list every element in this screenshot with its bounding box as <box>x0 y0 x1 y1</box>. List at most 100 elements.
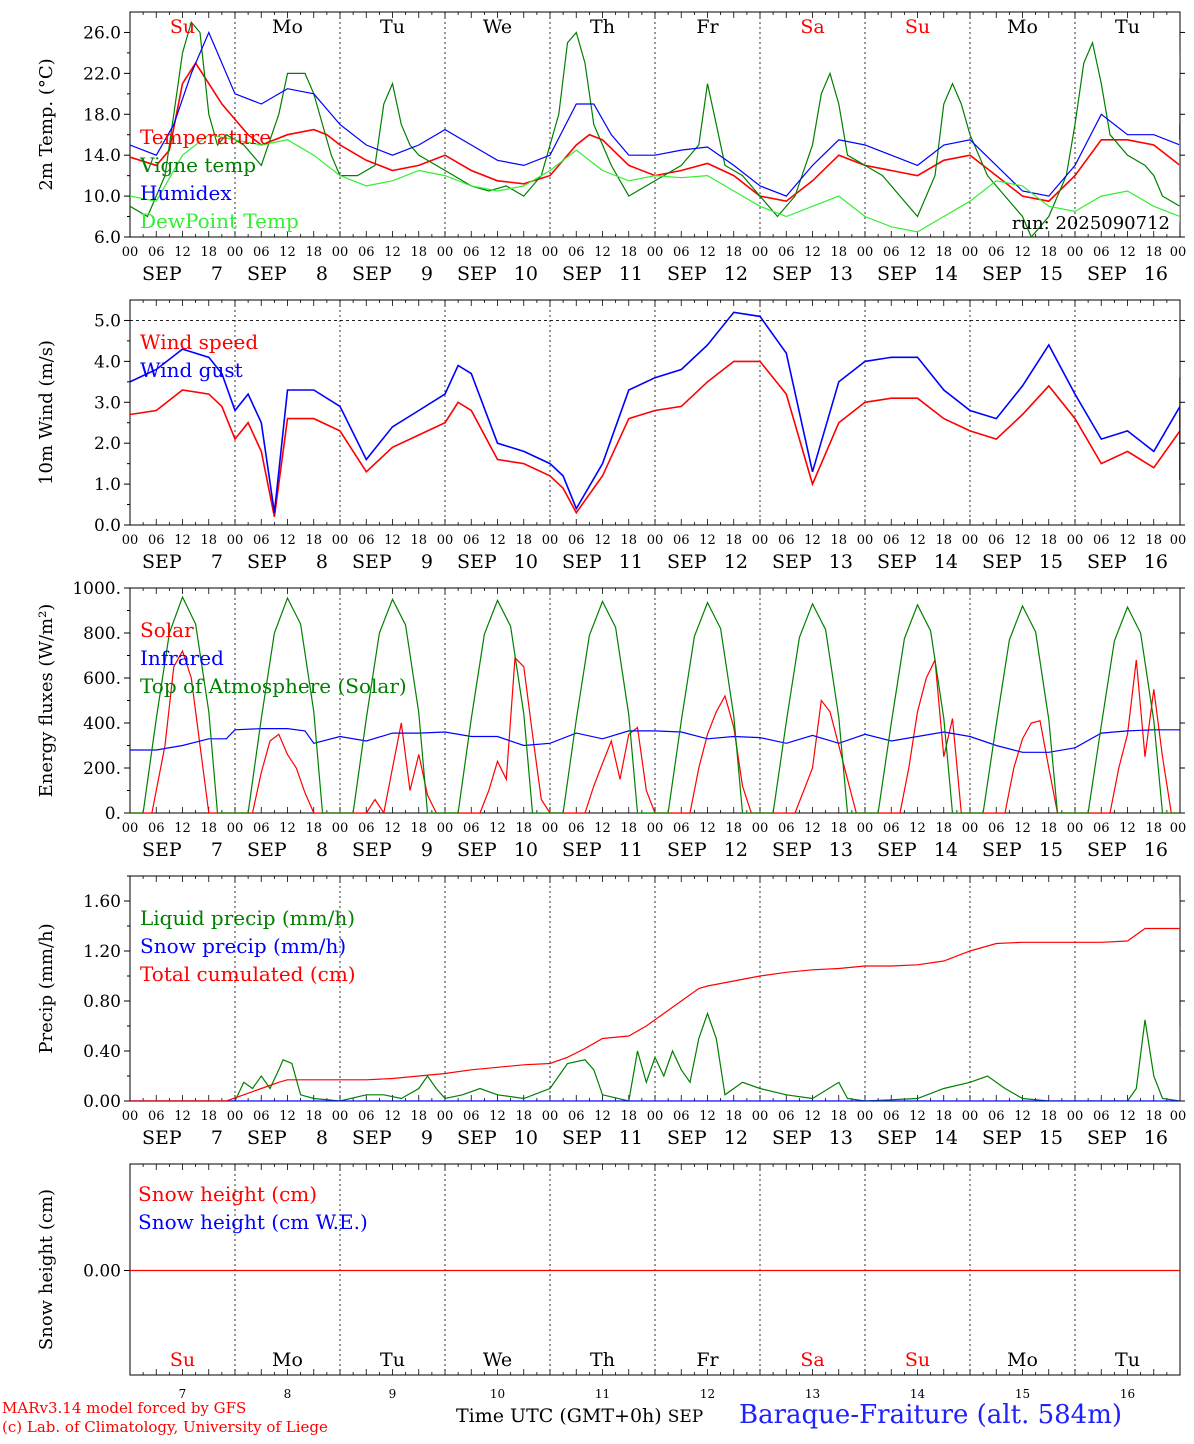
hour-tick-label: 00 <box>227 1109 244 1124</box>
hour-tick-label: 18 <box>725 245 742 260</box>
weekday-label: Sa <box>800 16 824 38</box>
series-line-wind-gust <box>130 311 1180 513</box>
panel-temp: 6.0 10.0 14.0 18.0 22.0 26.0 2m Temp. (°C) Temp… <box>36 11 1186 285</box>
date-day-label: 7 <box>179 1387 187 1401</box>
hour-tick-label: 00 <box>542 245 559 260</box>
date-month-label: SEP <box>772 263 812 285</box>
date-month-label: SEP <box>1087 551 1127 573</box>
hour-tick-label: 00 <box>647 1109 664 1124</box>
hour-tick-label: 12 <box>699 533 716 548</box>
y-tick-label: 0.00 <box>83 1262 121 1282</box>
date-day-label: 8 <box>316 551 328 573</box>
hour-tick-label: 18 <box>305 821 322 836</box>
weekday-label: Mo <box>272 16 303 38</box>
date-month-label: SEP <box>982 551 1022 573</box>
date-day-label: 14 <box>934 839 958 861</box>
hour-tick-label: 12 <box>279 245 296 260</box>
y-axis-label: Energy fluxes (W/m²) <box>36 604 57 798</box>
hour-tick-label: 06 <box>673 1109 690 1124</box>
date-day-label: 9 <box>389 1387 397 1401</box>
y-tick-label: 1000. <box>72 579 121 599</box>
date-day-label: 12 <box>724 263 748 285</box>
date-month-label: SEP <box>247 551 287 573</box>
date-day-label: 9 <box>421 839 433 861</box>
y-tick-label: 1.0 <box>94 475 121 495</box>
date-day-label: 10 <box>514 1127 538 1149</box>
date-day-label: 10 <box>490 1387 505 1401</box>
date-day-label: 8 <box>316 839 328 861</box>
legend-entry: Infrared <box>140 646 224 670</box>
hour-tick-label: 12 <box>279 821 296 836</box>
series-line-liquid-precip-mm-h- <box>130 1011 1180 1101</box>
hour-tick-label: 00 <box>752 245 769 260</box>
weekday-label: Su <box>905 16 930 38</box>
hour-tick-label: 00 <box>437 533 454 548</box>
hour-tick-label: 06 <box>778 533 795 548</box>
hour-tick-label: 18 <box>1040 1109 1057 1124</box>
hour-tick-label: 18 <box>305 533 322 548</box>
date-month-label: SEP <box>352 1127 392 1149</box>
hour-tick-label: 06 <box>988 533 1005 548</box>
y-tick-label: 0.0 <box>94 516 121 536</box>
hour-tick-label: 12 <box>384 533 401 548</box>
hour-tick-label: 06 <box>778 1109 795 1124</box>
hour-tick-label: 00 <box>122 533 139 548</box>
weekday-label: We <box>483 16 512 38</box>
hour-tick-label: 12 <box>804 821 821 836</box>
hour-tick-label: 18 <box>830 821 847 836</box>
month-label: SEP <box>667 1407 704 1427</box>
hour-tick-label: 12 <box>489 1109 506 1124</box>
date-month-label: SEP <box>457 263 497 285</box>
date-month-label: SEP <box>667 263 707 285</box>
date-day-label: 9 <box>421 551 433 573</box>
hour-tick-label: 18 <box>515 533 532 548</box>
legend-entry: Temperature <box>140 125 271 149</box>
hour-tick-label: 06 <box>148 821 165 836</box>
hour-tick-label: 06 <box>358 821 375 836</box>
hour-tick-label: 06 <box>148 1109 165 1124</box>
series-line-humidex <box>130 30 1180 197</box>
date-day-label: 13 <box>829 551 853 573</box>
date-day-label: 13 <box>805 1387 820 1401</box>
hour-tick-label: 18 <box>830 245 847 260</box>
hour-tick-label: 18 <box>200 821 217 836</box>
hour-tick-label: 00 <box>962 245 979 260</box>
date-day-label: 12 <box>700 1387 715 1401</box>
hour-tick-label: 06 <box>883 821 900 836</box>
hour-tick-label: 00 <box>1067 245 1084 260</box>
series-line-wind-speed <box>130 360 1180 517</box>
date-day-label: 14 <box>934 263 958 285</box>
date-day-label: 13 <box>829 1127 853 1149</box>
date-month-label: SEP <box>562 263 602 285</box>
hour-tick-label: 00 <box>1170 1109 1187 1124</box>
date-month-label: SEP <box>877 263 917 285</box>
weekday-label: Su <box>170 16 195 38</box>
hour-tick-label: 12 <box>1119 533 1136 548</box>
hour-tick-label: 12 <box>174 533 191 548</box>
hour-tick-label: 12 <box>1014 1109 1031 1124</box>
hour-tick-label: 00 <box>857 821 874 836</box>
hour-tick-label: 12 <box>1119 1109 1136 1124</box>
weekday-label: Sa <box>800 1349 824 1371</box>
panel-energy: 0. 200. 400. 600. 800. 1000. Energy fluxes (W/… <box>36 579 1186 861</box>
hour-tick-label: 18 <box>725 821 742 836</box>
hour-tick-label: 06 <box>673 245 690 260</box>
weekday-label: We <box>483 1349 512 1371</box>
date-month-label: SEP <box>457 551 497 573</box>
y-tick-label: 400. <box>83 714 121 734</box>
station-name: Baraque-Fraiture (alt. 584m) <box>739 1400 1123 1430</box>
hour-tick-label: 12 <box>1014 821 1031 836</box>
series-line-dewpoint-temp <box>130 134 1180 233</box>
hour-tick-label: 06 <box>463 245 480 260</box>
hour-tick-label: 18 <box>1145 245 1162 260</box>
date-month-label: SEP <box>667 551 707 573</box>
hour-tick-label: 12 <box>1119 821 1136 836</box>
date-day-label: 12 <box>724 839 748 861</box>
hour-tick-label: 06 <box>1093 821 1110 836</box>
date-day-label: 15 <box>1039 551 1063 573</box>
hour-tick-label: 00 <box>962 821 979 836</box>
hour-tick-label: 00 <box>227 533 244 548</box>
series-line-vigne-temp <box>130 20 1180 237</box>
hour-tick-label: 12 <box>489 533 506 548</box>
